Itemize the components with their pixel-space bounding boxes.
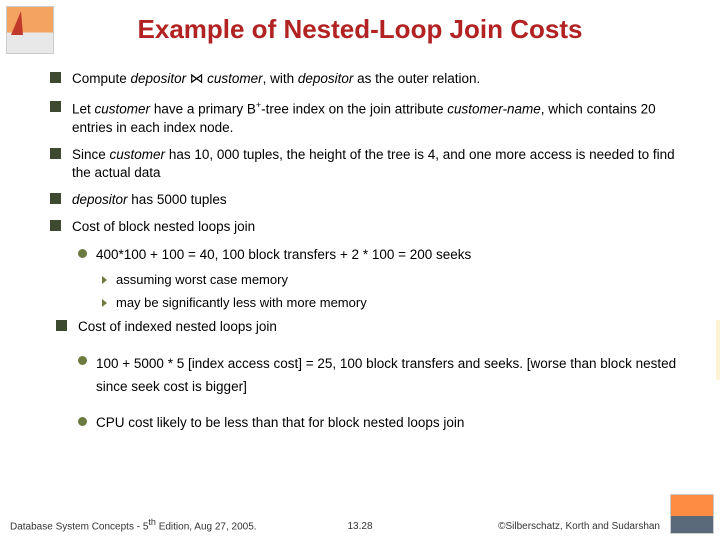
text-italic: depositor	[298, 71, 354, 86]
logo-bottom-right	[670, 494, 714, 534]
text-italic: customer	[207, 71, 263, 86]
bullet-item: Let customer have a primary B+-tree inde…	[50, 99, 690, 137]
text: 100 + 5000 * 5 [index access cost] = 25,…	[96, 356, 676, 394]
text: Let	[72, 101, 95, 116]
slide-content: Compute depositor ⋈ customer, with depos…	[50, 70, 690, 439]
bullet-item: Compute depositor ⋈ customer, with depos…	[50, 70, 690, 90]
text-italic: depositor	[72, 192, 128, 207]
text-italic: depositor	[131, 71, 187, 86]
bullet-item: Since customer has 10, 000 tuples, the h…	[50, 146, 690, 182]
text: has 5000 tuples	[128, 192, 227, 207]
footer-right: ©Silberschatz, Korth and Sudarshan	[498, 521, 660, 532]
text: Cost of indexed nested loops join	[78, 319, 277, 334]
text: Edition, Aug 27, 2005.	[156, 521, 257, 532]
text: Cost of block nested loops join	[72, 219, 255, 234]
footer-left: Database System Concepts - 5th Edition, …	[10, 517, 257, 532]
bullet-item: Cost of indexed nested loops join	[56, 318, 690, 336]
text: may be significantly less with more memo…	[116, 295, 367, 310]
text: , with	[263, 71, 298, 86]
text: assuming worst case memory	[116, 272, 288, 287]
sub-bullet-item: CPU cost likely to be less than that for…	[50, 414, 690, 432]
sub-bullet-item: 100 + 5000 * 5 [index access cost] = 25,…	[50, 353, 690, 399]
text: -tree index on the join attribute	[261, 101, 447, 116]
text: Compute	[72, 71, 131, 86]
slide-title: Example of Nested-Loop Join Costs	[0, 14, 720, 45]
sub-sub-bullet-item: may be significantly less with more memo…	[50, 294, 690, 312]
text-italic: customer-name	[447, 101, 541, 116]
side-accent	[716, 320, 720, 380]
sub-sub-bullet-item: assuming worst case memory	[50, 271, 690, 289]
text-italic: customer	[110, 147, 166, 162]
sub-bullet-item: 400*100 + 100 = 40, 100 block transfers …	[50, 246, 690, 264]
text: Database System Concepts - 5	[10, 521, 148, 532]
join-symbol: ⋈	[186, 72, 207, 87]
text: as the outer relation.	[353, 71, 480, 86]
bullet-item: depositor has 5000 tuples	[50, 191, 690, 209]
text: Since	[72, 147, 110, 162]
bullet-item: Cost of block nested loops join	[50, 218, 690, 236]
footer-center: 13.28	[347, 521, 372, 532]
text-italic: customer	[95, 101, 151, 116]
text: CPU cost likely to be less than that for…	[96, 415, 464, 430]
text: 400*100 + 100 = 40, 100 block transfers …	[96, 247, 471, 262]
superscript: th	[148, 517, 156, 527]
text: have a primary B	[150, 101, 256, 116]
